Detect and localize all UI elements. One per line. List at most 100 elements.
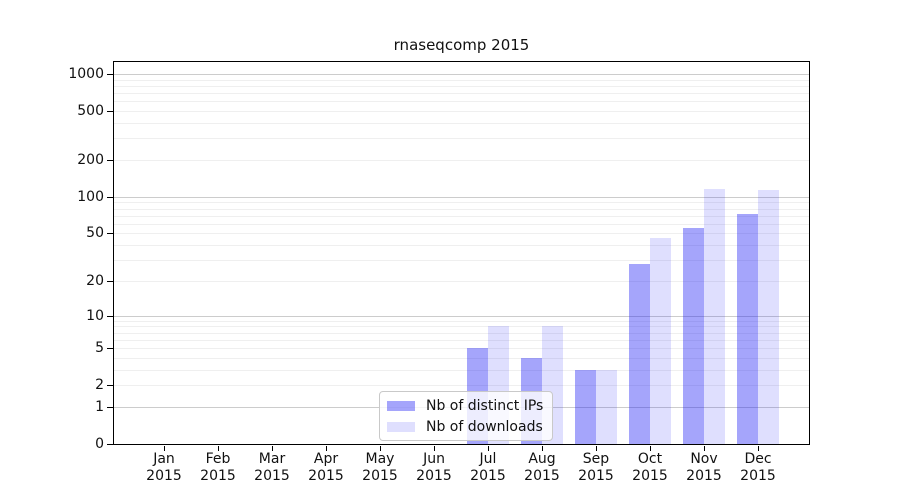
x-tick-mark [704, 446, 705, 451]
plot-area: Nb of distinct IPs Nb of downloads [113, 61, 810, 445]
gridline-minor [114, 224, 809, 225]
gridline-minor [114, 233, 809, 234]
x-tick-month: Oct [637, 451, 663, 467]
y-tick-label: 200 [77, 152, 104, 168]
gridline-minor [114, 385, 809, 386]
x-tick-label: Apr 2015 [294, 451, 358, 485]
x-tick-mark [434, 446, 435, 451]
gridline-minor [114, 111, 809, 112]
x-tick-year: 2015 [416, 468, 452, 484]
x-tick-month: Apr [313, 451, 339, 467]
gridline-minor [114, 340, 809, 341]
x-tick-label: Mar 2015 [240, 451, 304, 485]
legend-swatch-downloads-icon [387, 421, 415, 432]
x-tick-year: 2015 [254, 468, 290, 484]
x-tick-mark [488, 446, 489, 451]
x-tick-month: Jan [153, 451, 175, 467]
x-tick-month: Jun [423, 451, 445, 467]
x-tick-year: 2015 [308, 468, 344, 484]
gridline-minor [114, 333, 809, 334]
x-tick-label: Dec 2015 [726, 451, 790, 485]
gridline-minor [114, 80, 809, 81]
y-tick-label: 1000 [68, 66, 104, 82]
chart-title: rnaseqcomp 2015 [393, 36, 530, 54]
bar-distinct-ips-oct [629, 263, 650, 444]
x-tick-label: Aug 2015 [510, 451, 574, 485]
legend: Nb of distinct IPs Nb of downloads [379, 391, 554, 441]
x-tick-month: Aug [528, 451, 556, 467]
bar-distinct-ips-sep [575, 369, 596, 444]
legend-swatch-distinct-ips-icon [387, 400, 415, 411]
y-tick-label: 10 [86, 308, 104, 324]
gridline-minor [114, 370, 809, 371]
y-tick-label: 50 [86, 225, 104, 241]
gridline-minor [114, 209, 809, 210]
y-tick-label: 0 [95, 436, 104, 452]
gridline-minor [114, 245, 809, 246]
legend-label-distinct-ips: Nb of distinct IPs [426, 397, 544, 414]
x-tick-month: Mar [258, 451, 286, 467]
y-tick-label: 100 [77, 189, 104, 205]
x-tick-month: Sep [582, 451, 610, 467]
x-tick-month: Nov [690, 451, 718, 467]
gridline-minor [114, 138, 809, 139]
gridline-minor [114, 348, 809, 349]
gridline-minor [114, 86, 809, 87]
gridline-minor [114, 358, 809, 359]
y-tick-label: 20 [86, 273, 104, 289]
gridline-minor [114, 260, 809, 261]
x-tick-mark [218, 446, 219, 451]
legend-label-downloads: Nb of downloads [426, 418, 543, 435]
x-tick-year: 2015 [146, 468, 182, 484]
gridline-minor [114, 281, 809, 282]
gridline-minor [114, 101, 809, 102]
x-tick-month: May [365, 451, 395, 467]
x-tick-label: Sep 2015 [564, 451, 628, 485]
x-tick-month: Dec [744, 451, 772, 467]
gridline-minor [114, 326, 809, 327]
y-tick-label: 5 [95, 340, 104, 356]
bar-distinct-ips-dec [737, 213, 758, 444]
bar-distinct-ips-nov [683, 227, 704, 444]
gridline-major [114, 74, 809, 75]
gridline-minor [114, 160, 809, 161]
x-tick-year: 2015 [686, 468, 722, 484]
x-tick-year: 2015 [524, 468, 560, 484]
x-tick-label: May 2015 [348, 451, 412, 485]
y-tick-label: 500 [77, 103, 104, 119]
bar-downloads-nov [704, 188, 725, 444]
bar-downloads-oct [650, 237, 671, 444]
x-tick-year: 2015 [632, 468, 668, 484]
x-tick-label: Feb 2015 [186, 451, 250, 485]
y-tick-label: 1 [95, 399, 104, 415]
gridline-minor [114, 321, 809, 322]
bar-downloads-sep [596, 369, 617, 444]
x-tick-mark [650, 446, 651, 451]
x-tick-year: 2015 [470, 468, 506, 484]
x-tick-year: 2015 [740, 468, 776, 484]
x-tick-mark [380, 446, 381, 451]
x-tick-year: 2015 [362, 468, 398, 484]
gridline-minor [114, 202, 809, 203]
gridline-major [114, 316, 809, 317]
x-tick-mark [326, 446, 327, 451]
legend-item-distinct-ips: Nb of distinct IPs [387, 397, 544, 414]
x-tick-month: Feb [205, 451, 231, 467]
gridline-minor [114, 93, 809, 94]
x-tick-mark [758, 446, 759, 451]
x-tick-mark [164, 446, 165, 451]
gridline-minor [114, 216, 809, 217]
gridline-major [114, 197, 809, 198]
x-tick-label: Nov 2015 [672, 451, 736, 485]
x-tick-mark [542, 446, 543, 451]
x-tick-month: Jul [479, 451, 497, 467]
x-tick-mark [272, 446, 273, 451]
x-tick-label: Jun 2015 [402, 451, 466, 485]
x-tick-label: Oct 2015 [618, 451, 682, 485]
legend-item-downloads: Nb of downloads [387, 418, 543, 435]
gridline-minor [114, 123, 809, 124]
x-tick-label: Jul 2015 [456, 451, 520, 485]
x-tick-mark [596, 446, 597, 451]
x-tick-label: Jan 2015 [132, 451, 196, 485]
